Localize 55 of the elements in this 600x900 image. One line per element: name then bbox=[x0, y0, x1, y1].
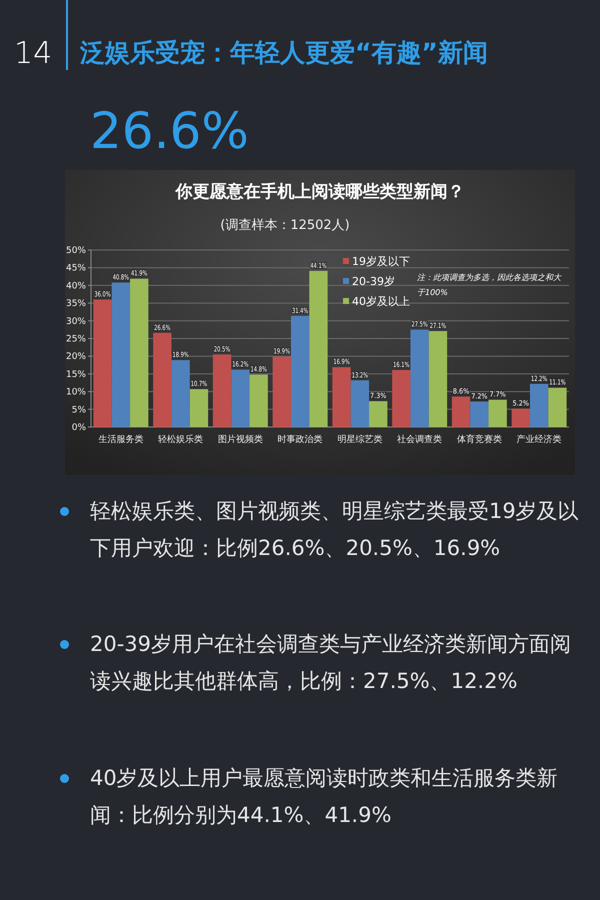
bar bbox=[212, 354, 232, 427]
bar bbox=[428, 331, 448, 427]
text: 40岁及以上用户最愿意阅读时政类和生活服务类新闻：比例分别为44.1%、41.9% bbox=[90, 765, 559, 829]
y-tick-label: 0% bbox=[72, 423, 86, 433]
bar bbox=[171, 360, 190, 427]
x-tick-label: 产业经济类 bbox=[516, 434, 562, 445]
y-tick-label: 25% bbox=[66, 334, 86, 344]
bar bbox=[272, 356, 291, 427]
x-tick-label: 社会调查类 bbox=[397, 434, 442, 445]
bar bbox=[410, 330, 429, 427]
bar bbox=[231, 370, 250, 427]
y-tick-label: 30% bbox=[66, 316, 86, 327]
y-tick-label: 45% bbox=[66, 264, 86, 274]
bar bbox=[548, 388, 567, 427]
y-tick-label: 5% bbox=[72, 405, 86, 416]
y-tick-label: 40% bbox=[66, 281, 86, 292]
y-tick-label: 35% bbox=[66, 299, 86, 310]
legend-label: 20-39岁 bbox=[352, 275, 395, 288]
text: 轻松娱乐类、图片视频类、明星综艺类最受19岁及以下用户欢迎：比例26.6%、20.5%、16.9% bbox=[90, 498, 580, 562]
text: 20-39岁用户在社会调查类与产业经济类新闻方面阅读兴趣比其他群体高，比例：27.5%、12.2% bbox=[90, 631, 572, 695]
y-tick-label: 10% bbox=[66, 388, 86, 398]
bar bbox=[452, 396, 470, 427]
text: 14 bbox=[14, 36, 52, 71]
legend-label: 19岁及以下 bbox=[352, 255, 410, 268]
bar bbox=[512, 408, 530, 427]
chart-subtitle: (调查样本：12502人) bbox=[220, 218, 350, 233]
x-tick-label: 图片视频类 bbox=[218, 434, 263, 445]
y-tick-label: 15% bbox=[66, 370, 86, 380]
text: 26.6% bbox=[90, 102, 249, 160]
y-tick-label: 20% bbox=[66, 352, 86, 362]
bar bbox=[290, 316, 310, 427]
bar bbox=[112, 282, 130, 427]
bar bbox=[488, 400, 507, 427]
bar bbox=[332, 367, 351, 427]
bar bbox=[530, 384, 548, 427]
bar bbox=[470, 402, 489, 427]
x-tick-label: 生活服务类 bbox=[98, 434, 144, 445]
y-tick-label: 50% bbox=[66, 246, 86, 256]
bar bbox=[190, 389, 208, 427]
bar bbox=[130, 278, 148, 427]
bar bbox=[369, 401, 388, 427]
bar bbox=[350, 380, 370, 427]
bar bbox=[250, 374, 268, 427]
legend-label: 40岁及以上 bbox=[352, 295, 410, 308]
annotation: 注：此项调查为多选，因此各选项之和大于100% bbox=[417, 272, 562, 299]
text: 泛娱乐受宠：年轻人更爱“有趣”新闻 bbox=[80, 37, 488, 69]
bar bbox=[392, 370, 410, 427]
bar bbox=[93, 300, 112, 427]
x-tick-label: 轻松娱乐类 bbox=[158, 434, 204, 445]
x-tick-label: 时事政治类 bbox=[278, 434, 323, 445]
bar bbox=[153, 332, 172, 427]
bar bbox=[309, 270, 328, 427]
x-tick-label: 体育竞赛类 bbox=[456, 434, 502, 445]
chart-title: 你更愿意在手机上阅读哪些类型新闻？ bbox=[174, 182, 464, 202]
x-tick-label: 明星综艺类 bbox=[337, 434, 382, 445]
